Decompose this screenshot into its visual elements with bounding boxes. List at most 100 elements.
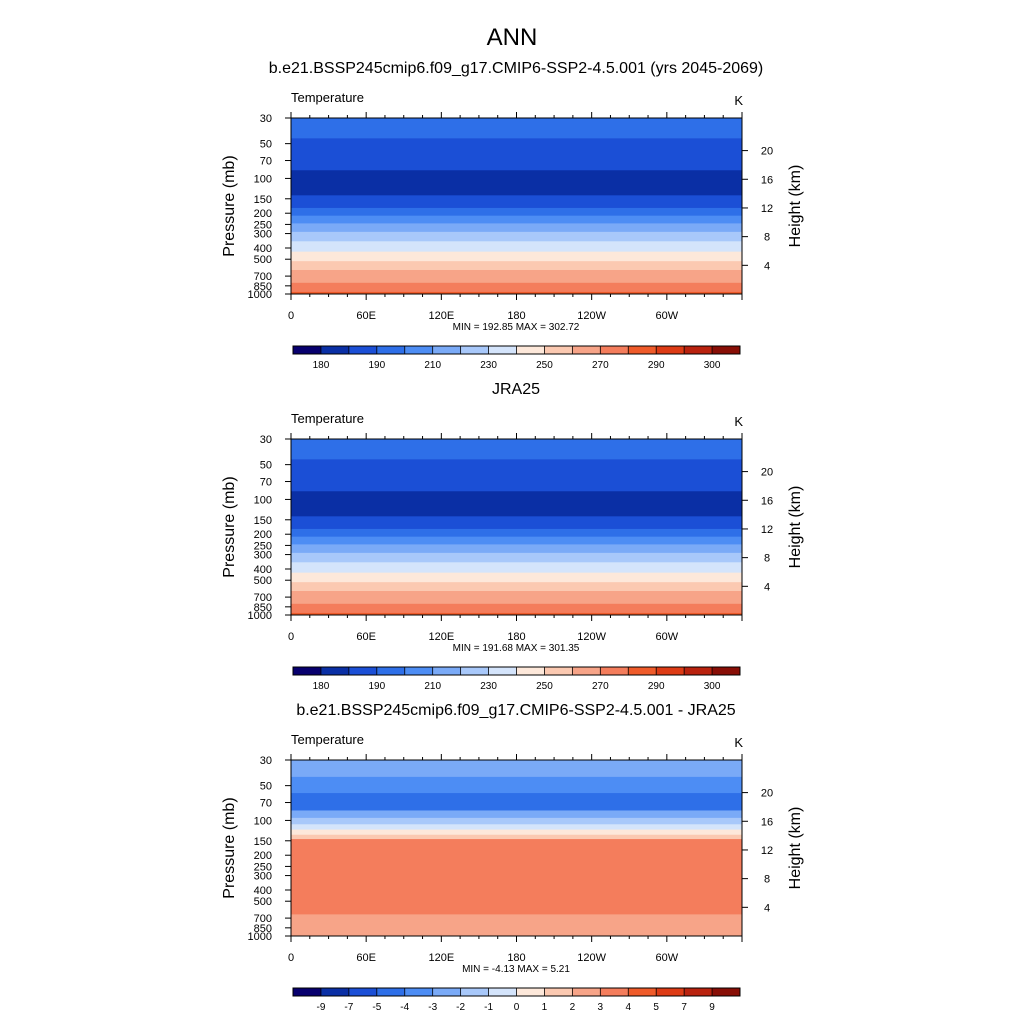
- contour-band: [291, 291, 742, 295]
- contour-band: [291, 528, 742, 538]
- contour-band: [291, 810, 742, 819]
- y-tick-label: 70: [260, 798, 272, 810]
- contour-band: [291, 603, 742, 614]
- y-tick-label: 50: [260, 781, 272, 793]
- y-tick-label: 200: [254, 850, 272, 862]
- colorbar-label: 290: [648, 681, 665, 692]
- colorbar-swatch: [712, 667, 741, 675]
- colorbar-swatch: [544, 988, 573, 996]
- colorbar-swatch: [376, 988, 406, 996]
- contour-band: [291, 282, 742, 293]
- colorbar-swatch: [460, 988, 489, 996]
- panel-1: b.e21.BSSP245cmip6.f09_g17.CMIP6-SSP2-4.…: [221, 60, 804, 371]
- contour-band: [291, 829, 742, 836]
- colorbar-swatch: [516, 988, 545, 996]
- y-tick-label: 300: [254, 871, 272, 883]
- contour-band: [291, 910, 742, 915]
- colorbar-swatch: [348, 667, 378, 675]
- y-tick-label: 250: [254, 861, 272, 873]
- colorbar-swatch: [572, 667, 601, 675]
- colorbar-label: 270: [592, 681, 609, 692]
- colorbar-label: 230: [480, 360, 497, 371]
- colorbar-swatch: [488, 988, 517, 996]
- height-tick-label: 4: [764, 260, 770, 272]
- colorbar-swatch: [348, 988, 378, 996]
- y-tick-label: 850: [254, 923, 272, 935]
- y-tick-label: 70: [260, 156, 272, 168]
- colorbar-swatch: [376, 346, 406, 354]
- colorbar-frame: [292, 666, 741, 676]
- y-tick-label: 700: [254, 913, 272, 925]
- contour-band: [291, 459, 742, 492]
- x-tick-label: 120E: [428, 952, 454, 964]
- colorbar-swatch: [320, 346, 350, 354]
- height-tick-label: 12: [761, 524, 773, 536]
- colorbar-swatch: [516, 667, 545, 675]
- y-tick-label: 70: [260, 477, 272, 489]
- colorbar-swatch: [628, 667, 657, 675]
- contour-band: [291, 170, 742, 196]
- y-tick-label: 1000: [248, 931, 272, 943]
- y-tick-label: 400: [254, 564, 272, 576]
- y-tick-label: 300: [254, 550, 272, 562]
- colorbar-swatch: [684, 988, 713, 996]
- y-tick-label: 850: [254, 602, 272, 614]
- colorbar-swatch: [572, 346, 601, 354]
- colorbar-label: -2: [456, 1002, 465, 1013]
- y-tick-label: 300: [254, 229, 272, 241]
- y-tick-label: 400: [254, 885, 272, 897]
- y-axis-title: Pressure (mb): [221, 155, 238, 256]
- units-label: K: [734, 414, 743, 429]
- colorbar-label: -1: [484, 1002, 493, 1013]
- contour-band: [291, 612, 742, 616]
- contour-band: [291, 195, 742, 209]
- colorbar-label: 180: [313, 360, 330, 371]
- colorbar-label: 5: [653, 1002, 659, 1013]
- x-tick-label: 60E: [356, 631, 376, 643]
- colorbar-label: 180: [313, 681, 330, 692]
- colorbar-swatch: [460, 346, 489, 354]
- colorbar-swatch: [600, 667, 629, 675]
- colorbar-swatch: [572, 988, 601, 996]
- right-axis-title: Height (km): [787, 486, 804, 569]
- right-axis-title: Height (km): [787, 807, 804, 890]
- colorbar-label: 3: [598, 1002, 604, 1013]
- colorbar-swatch: [684, 667, 713, 675]
- contour-band: [291, 760, 742, 778]
- colorbar-swatch: [712, 346, 741, 354]
- variable-label: Temperature: [291, 90, 364, 105]
- x-tick-label: 60W: [656, 631, 679, 643]
- colorbar-label: 300: [704, 360, 721, 371]
- x-tick-label: 60W: [656, 310, 679, 322]
- height-tick-label: 12: [761, 203, 773, 215]
- contour-band: [291, 933, 742, 937]
- y-tick-label: 400: [254, 243, 272, 255]
- colorbar-label: 4: [625, 1002, 631, 1013]
- colorbar-swatch: [293, 667, 322, 675]
- colorbar-swatch: [432, 667, 461, 675]
- y-tick-label: 150: [254, 194, 272, 206]
- y-tick-label: 100: [254, 815, 272, 827]
- x-tick-label: 120W: [577, 310, 606, 322]
- colorbar-label: -7: [344, 1002, 353, 1013]
- colorbar-swatch: [293, 988, 322, 996]
- x-tick-label: 120W: [577, 631, 606, 643]
- x-tick-label: 60W: [656, 952, 679, 964]
- panel-title: JRA25: [492, 381, 540, 398]
- colorbar-swatch: [432, 988, 461, 996]
- colorbar-swatch: [656, 667, 685, 675]
- colorbar-label: 290: [648, 360, 665, 371]
- height-tick-label: 16: [761, 495, 773, 507]
- colorbar-swatch: [600, 346, 629, 354]
- units-label: K: [734, 93, 743, 108]
- colorbar-label: -3: [428, 1002, 437, 1013]
- colorbar-swatch: [656, 346, 685, 354]
- colorbar-label: 190: [368, 360, 385, 371]
- contour-band: [291, 817, 742, 825]
- colorbar-label: -5: [372, 1002, 381, 1013]
- colorbar-label: 230: [480, 681, 497, 692]
- contour-band: [291, 839, 742, 911]
- contour-band: [291, 544, 742, 554]
- colorbar-swatch: [348, 346, 378, 354]
